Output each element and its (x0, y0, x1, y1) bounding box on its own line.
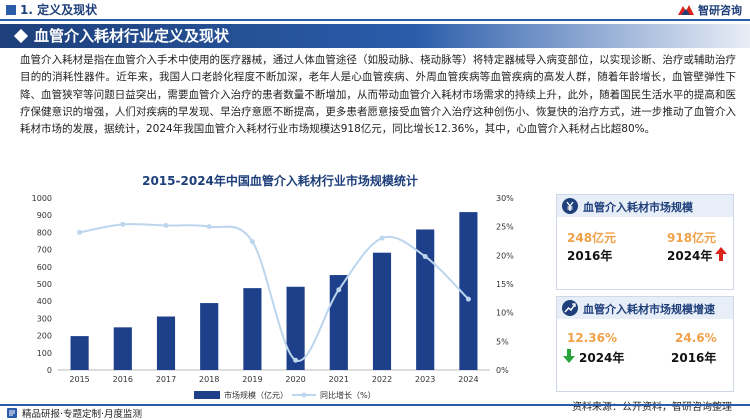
card-right-value: 24.6% (675, 331, 717, 345)
y-left-tick-label: 600 (37, 263, 52, 272)
arrow-up-icon (715, 247, 727, 261)
line-point (293, 357, 299, 363)
y-left-tick-label: 800 (37, 228, 52, 237)
y-left-tick-label: 100 (37, 349, 52, 358)
y-right-tick-label: 15% (496, 280, 514, 289)
x-tick-label: 2021 (329, 375, 349, 384)
x-tick-label: 2023 (415, 375, 435, 384)
growth-chart-icon (562, 300, 578, 316)
bar (286, 286, 305, 370)
y-left-tick-label: 500 (37, 280, 52, 289)
y-right-tick-label: 20% (496, 251, 514, 260)
top-divider (0, 19, 750, 21)
source-note: 资料来源：公开资料，智研咨询整理 (572, 402, 732, 413)
money-icon (562, 198, 578, 214)
y-right-tick-label: 10% (496, 309, 514, 318)
y-left-tick-label: 0 (47, 366, 52, 375)
legend-bar-label: 市场规模（亿元） (224, 390, 288, 400)
x-tick-label: 2018 (199, 375, 219, 384)
top-bar: 1. 定义及现状 智研咨询 (0, 0, 750, 22)
x-tick-label: 2016 (113, 375, 133, 384)
x-tick-label: 2020 (285, 375, 305, 384)
line-point (422, 253, 428, 259)
growth-rate-card: 血管介入耗材市场规模增速 12.36% 2024年 24.6% 2016年 (556, 296, 734, 392)
card-header: 血管介入耗材市场规模增速 (557, 297, 733, 319)
y-left-tick-label: 700 (37, 246, 52, 255)
bar (459, 212, 478, 370)
arrow-down-icon (563, 349, 575, 363)
logo: 智研咨询 (677, 2, 742, 18)
footer-text: 精品研报·专题定制·月度监测 (22, 409, 143, 420)
line-point (336, 287, 342, 293)
line-point (120, 221, 126, 227)
combo-chart: 0 100 200 300 400 500 600 700 800 900 1000 0% 5% 10% 1… (32, 194, 515, 400)
bar (70, 336, 89, 370)
y-right-tick-label: 30% (496, 194, 514, 203)
section-marker (6, 5, 16, 15)
card-right-year: 2016年 (671, 351, 717, 365)
banner-diamond-icon (13, 28, 29, 44)
card-left-value: 12.36% (567, 331, 617, 345)
line-point (249, 239, 255, 245)
bar (416, 229, 435, 370)
x-tick-label: 2019 (242, 375, 262, 384)
bar (372, 252, 392, 370)
x-tick-label: 2024 (458, 375, 478, 384)
y-left-tick-label: 900 (37, 211, 52, 220)
growth-line (79, 223, 470, 362)
card-title: 血管介入耗材市场规模 (583, 201, 693, 214)
card-left-year: 2016年 (567, 249, 613, 263)
card-left-value: 248亿元 (567, 231, 617, 245)
y-left-tick-label: 1000 (32, 194, 52, 203)
legend-line-label: 同比增长（%） (320, 390, 376, 400)
x-tick-label: 2022 (372, 375, 392, 384)
market-size-card: 血管介入耗材市场规模 248亿元 2016年 918亿元 2024年 (556, 194, 734, 290)
card-right-value: 918亿元 (667, 231, 717, 245)
card-header: 血管介入耗材市场规模 (557, 195, 733, 217)
y-left-tick-label: 200 (37, 332, 52, 341)
bar (156, 316, 176, 370)
x-tick-label: 2017 (156, 375, 176, 384)
legend-bar-swatch (194, 391, 220, 399)
document-icon (7, 408, 17, 418)
footer-tagline: 精品研报·专题定制·月度监测 (6, 406, 142, 420)
y-right-tick-label: 0% (496, 366, 509, 375)
card-left-year: 2024年 (579, 351, 625, 365)
title-banner: 血管介入耗材行业定义及现状 (0, 24, 750, 48)
y-left-tick-label: 300 (37, 314, 52, 323)
line-point (379, 235, 385, 241)
line-point (77, 229, 83, 235)
description-paragraph: 血管介入耗材是指在血管介入手术中使用的医疗器械，通过人体血管途径（如股动脉、桡动… (20, 54, 736, 136)
line-point (163, 223, 169, 229)
chart-title: 2015-2024年中国血管介入耗材行业市场规模统计 (142, 174, 418, 188)
x-tick-label: 2015 (69, 375, 89, 384)
y-right-tick-label: 25% (496, 223, 514, 232)
logo-text: 智研咨询 (698, 4, 742, 17)
card-title: 血管介入耗材市场规模增速 (583, 303, 715, 316)
logo-icon (678, 5, 694, 15)
bar (243, 288, 262, 370)
section-title: 1. 定义及现状 (20, 3, 98, 17)
line-point (465, 296, 471, 302)
bottom-divider (0, 404, 750, 406)
card-right-year: 2024年 (667, 249, 713, 263)
legend-line-marker (301, 392, 307, 398)
bar (113, 327, 132, 370)
y-left-tick-label: 400 (37, 297, 52, 306)
line-point (206, 224, 212, 230)
bar (200, 303, 219, 370)
page-title: 血管介入耗材行业定义及现状 (34, 27, 230, 45)
y-right-tick-label: 5% (496, 337, 509, 346)
